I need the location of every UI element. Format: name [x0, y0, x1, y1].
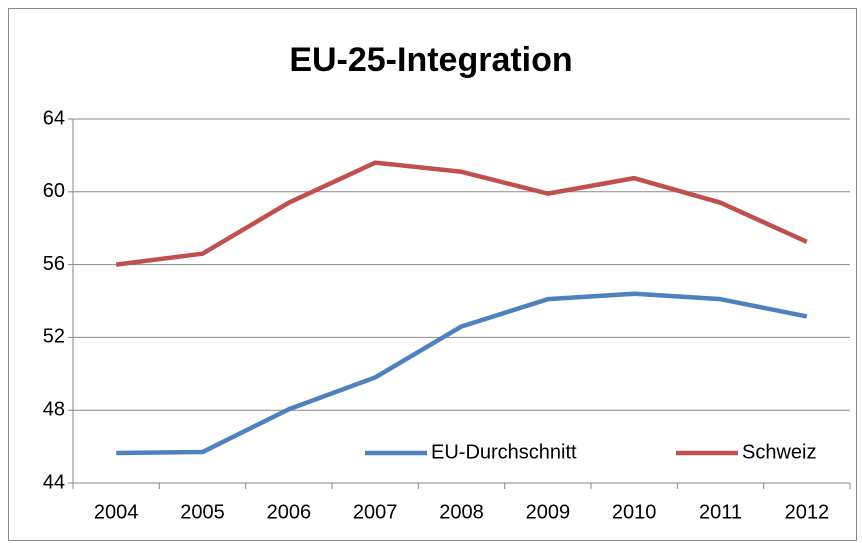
y-tick-label: 60	[43, 180, 65, 202]
y-tick-label: 52	[43, 326, 65, 348]
x-tick-label: 2004	[94, 501, 139, 523]
x-tick-label: 2006	[267, 501, 312, 523]
x-tick-label: 2010	[612, 501, 657, 523]
x-tick-label: 2011	[699, 501, 742, 523]
series-line	[116, 291, 808, 456]
x-tick-label: 2007	[353, 501, 398, 523]
legend-label: Schweiz	[742, 441, 816, 463]
x-tick-label: 2008	[439, 501, 484, 523]
legend-label: EU-Durchschnitt	[431, 441, 577, 463]
chart-title: EU-25-Integration	[289, 41, 572, 79]
x-tick-label: 2012	[785, 501, 830, 523]
x-tick-label: 2009	[526, 501, 571, 523]
x-tick-label: 2005	[180, 501, 225, 523]
y-tick-label: 44	[43, 471, 65, 493]
y-tick-label: 56	[43, 253, 65, 275]
y-tick-label: 64	[43, 107, 65, 129]
y-tick-label: 48	[43, 398, 65, 420]
series-line	[115, 160, 808, 267]
